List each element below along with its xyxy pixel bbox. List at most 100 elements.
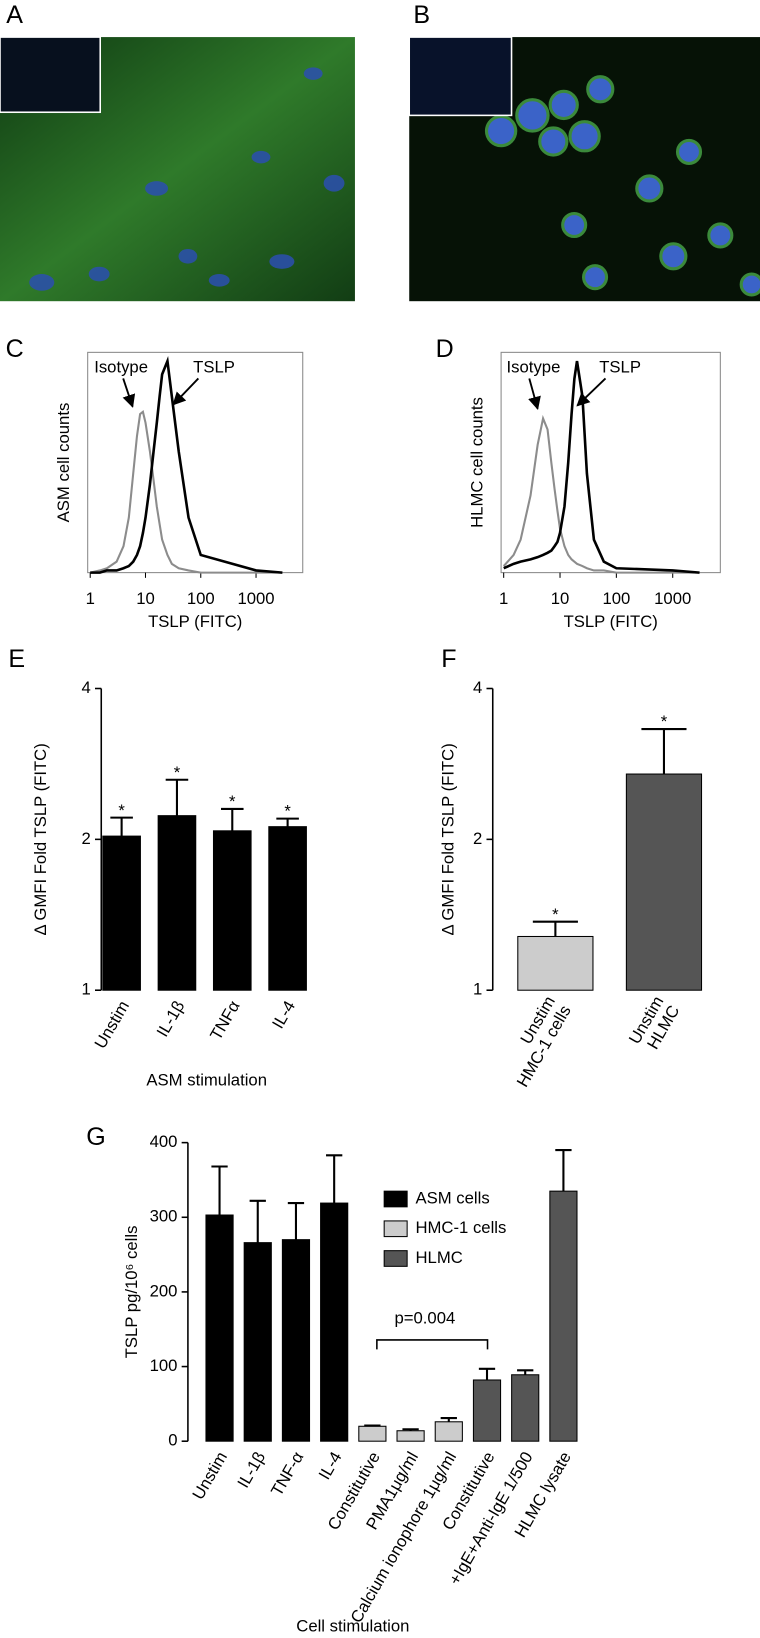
y-tick-label: 2 — [473, 829, 482, 848]
significance-mark: * — [229, 792, 236, 811]
x-tick-label: IL-1β — [234, 1448, 270, 1491]
y-tick-label: 200 — [150, 1281, 178, 1300]
bar — [396, 1430, 425, 1442]
error-bar — [555, 1149, 572, 1192]
y-tick-label: 0 — [168, 1431, 177, 1450]
x-tick-label: 1000 — [654, 589, 691, 608]
x-tick-label: IL-1β — [153, 997, 189, 1040]
bar — [205, 1214, 234, 1442]
annotation-arrow — [528, 378, 541, 410]
significance-mark: * — [661, 712, 668, 731]
x-tick-label: 1 — [499, 589, 508, 608]
significance-mark: * — [174, 763, 181, 782]
panel-label: B — [413, 1, 430, 29]
bar — [549, 1190, 578, 1442]
y-tick-label: 400 — [150, 1132, 178, 1151]
error-bar — [517, 1369, 534, 1375]
legend-label: ASM cells — [415, 1188, 489, 1207]
y-tick-label: 1 — [82, 980, 91, 999]
x-tick-label: 10 — [136, 589, 155, 608]
x-axis-label: TSLP (FITC) — [564, 612, 658, 631]
error-bar — [532, 920, 578, 937]
annotation-arrow — [122, 378, 136, 408]
histogram-line — [90, 355, 283, 574]
significance-mark: * — [552, 905, 559, 924]
error-bar — [249, 1199, 266, 1243]
panel-label: F — [441, 645, 456, 673]
bar — [212, 830, 252, 991]
annotation: TSLP — [599, 357, 641, 376]
x-tick-label: Unstim — [189, 1448, 231, 1502]
error-bar — [402, 1428, 419, 1431]
bar — [625, 773, 703, 991]
y-axis-label: ASM cell counts — [54, 403, 73, 523]
y-tick-label: 4 — [473, 678, 482, 697]
y-axis-label: Δ GMFI Fold TSLP (FITC) — [438, 743, 457, 935]
bar — [358, 1425, 387, 1442]
annotation: Isotype — [507, 357, 561, 376]
error-bar — [641, 728, 687, 775]
y-tick-label: 2 — [82, 829, 91, 848]
bar — [281, 1239, 311, 1442]
y-tick-label: 4 — [82, 678, 91, 697]
x-axis-label: Cell stimulation — [296, 1616, 409, 1635]
bar — [472, 1379, 502, 1442]
error-bar — [364, 1424, 381, 1427]
panel-label: E — [8, 645, 25, 673]
histogram-line — [503, 360, 700, 574]
bar — [511, 1374, 540, 1442]
bar — [434, 1421, 463, 1442]
micrograph-b — [408, 36, 760, 302]
significance-bracket — [376, 1339, 489, 1350]
y-tick-label: 100 — [150, 1356, 178, 1375]
error-bar — [326, 1154, 343, 1204]
legend-swatch — [383, 1190, 408, 1208]
y-axis-label: HLMC cell counts — [468, 397, 487, 528]
legend-label: HLMC — [415, 1248, 462, 1267]
y-axis-label: Δ GMFI Fold TSLP (FITC) — [31, 743, 50, 935]
annotation-arrow — [576, 377, 607, 407]
annotation: p=0.004 — [394, 1308, 455, 1327]
error-bar — [276, 817, 299, 827]
legend-label: HMC-1 cells — [415, 1218, 506, 1237]
error-bar — [287, 1202, 305, 1240]
y-axis-label: TSLP pg/10⁶ cells — [122, 1226, 141, 1359]
x-tick-label: 1 — [86, 589, 95, 608]
annotation: TSLP — [193, 357, 235, 376]
panel-label: D — [436, 335, 454, 363]
panel-label: G — [86, 1123, 105, 1151]
x-tick-label: 100 — [187, 589, 215, 608]
bar — [102, 835, 141, 991]
bar — [243, 1242, 272, 1442]
x-tick-label: 1000 — [237, 589, 274, 608]
x-tick-label: TNF-α — [267, 1448, 307, 1499]
histogram-line — [502, 414, 700, 574]
plot-frame — [500, 351, 721, 574]
error-bar — [440, 1417, 457, 1422]
legend-swatch — [383, 1220, 408, 1238]
legend-swatch — [383, 1250, 408, 1267]
bar — [157, 815, 197, 991]
x-tick-label: 10 — [551, 589, 570, 608]
panel-label: C — [6, 335, 24, 363]
x-axis-label: TSLP (FITC) — [148, 612, 242, 631]
bar — [320, 1202, 349, 1442]
histogram-line — [89, 410, 283, 574]
y-tick-label: 1 — [473, 980, 482, 999]
x-axis-label: ASM stimulation — [146, 1070, 267, 1089]
significance-mark: * — [284, 802, 291, 821]
micrograph-a — [0, 36, 355, 302]
x-tick-label: 100 — [602, 589, 630, 608]
error-bar — [110, 816, 133, 837]
bar — [268, 826, 307, 991]
x-tick-label: TNFα — [206, 997, 244, 1043]
panel-label: A — [6, 1, 23, 29]
x-tick-label: Unstim — [91, 997, 133, 1051]
x-tick-label: IL-4 — [268, 997, 299, 1031]
error-bar — [221, 807, 244, 831]
x-tick-label: IL-4 — [315, 1448, 346, 1482]
bar — [517, 935, 594, 991]
error-bar — [478, 1367, 496, 1380]
